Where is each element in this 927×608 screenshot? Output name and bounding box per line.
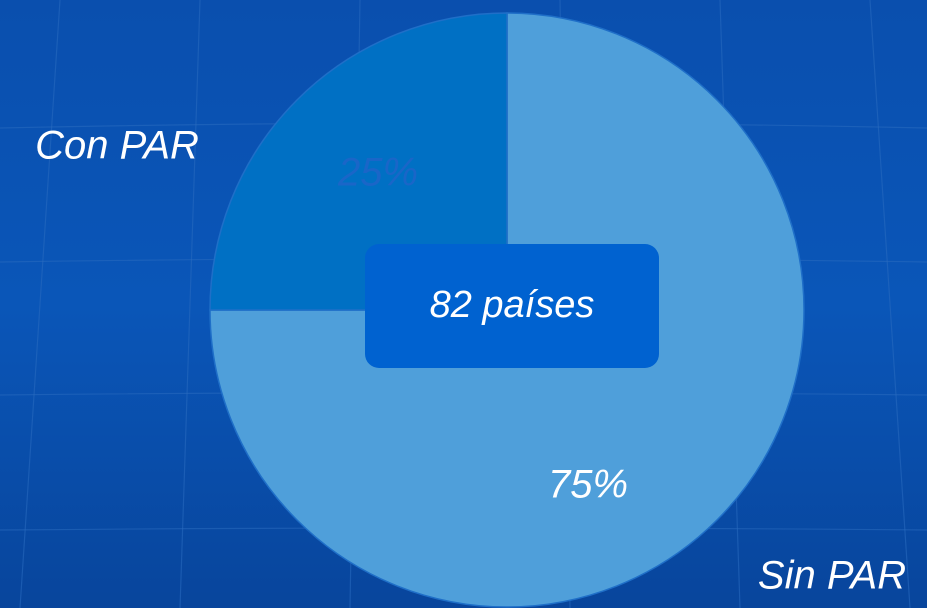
annotation: 82 países bbox=[430, 284, 595, 326]
category-label: Con PAR bbox=[35, 124, 199, 168]
value-label: 25% bbox=[337, 151, 418, 195]
pie-slice bbox=[209, 12, 508, 311]
value-label: 75% bbox=[548, 463, 628, 507]
pie-slice bbox=[209, 12, 805, 608]
pie bbox=[209, 12, 805, 608]
annotation-box bbox=[365, 244, 659, 368]
category-label: Sin PAR bbox=[758, 554, 906, 598]
